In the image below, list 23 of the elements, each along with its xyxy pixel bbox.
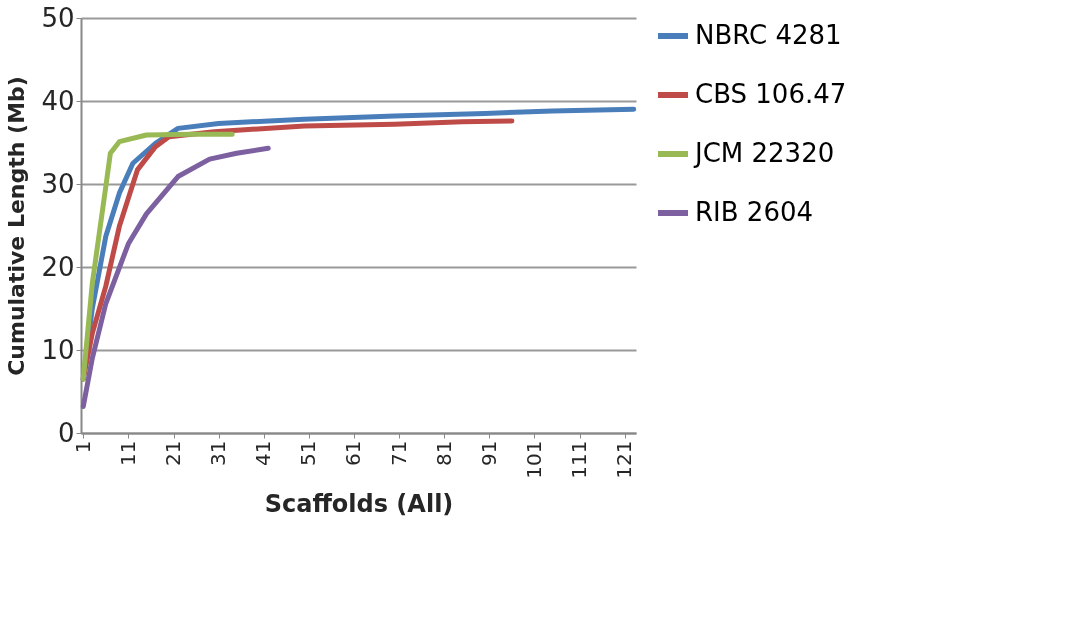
- x-tick-label: 61: [341, 440, 366, 466]
- x-tick-label: 51: [296, 440, 321, 466]
- x-tick-label: 11: [115, 440, 140, 466]
- x-tick-label: 81: [431, 440, 456, 466]
- legend-label: NBRC 4281: [695, 20, 842, 50]
- legend-label: CBS 106.47: [695, 79, 847, 109]
- x-axis-title: Scaffolds (All): [264, 489, 454, 518]
- x-tick-label: 41: [251, 440, 276, 466]
- y-tick-label: 20: [41, 251, 75, 282]
- legend-label: RIB 2604: [695, 197, 814, 227]
- x-tick-label: 121: [612, 440, 637, 479]
- x-tick-label: 111: [567, 440, 592, 479]
- x-tick-label: 21: [161, 440, 185, 466]
- y-tick-label: 40: [41, 85, 75, 116]
- x-tick-label: 71: [386, 440, 411, 466]
- y-tick-label: 10: [41, 334, 75, 365]
- legend-label: JCM 22320: [693, 138, 835, 168]
- x-tick-label: 101: [521, 440, 546, 479]
- y-axis-title: Cumulative Length (Mb): [4, 76, 30, 376]
- x-tick-label: 91: [476, 440, 501, 466]
- y-tick-label: 50: [41, 2, 75, 33]
- y-tick-label: 30: [41, 168, 75, 199]
- x-tick-label: 31: [206, 440, 231, 466]
